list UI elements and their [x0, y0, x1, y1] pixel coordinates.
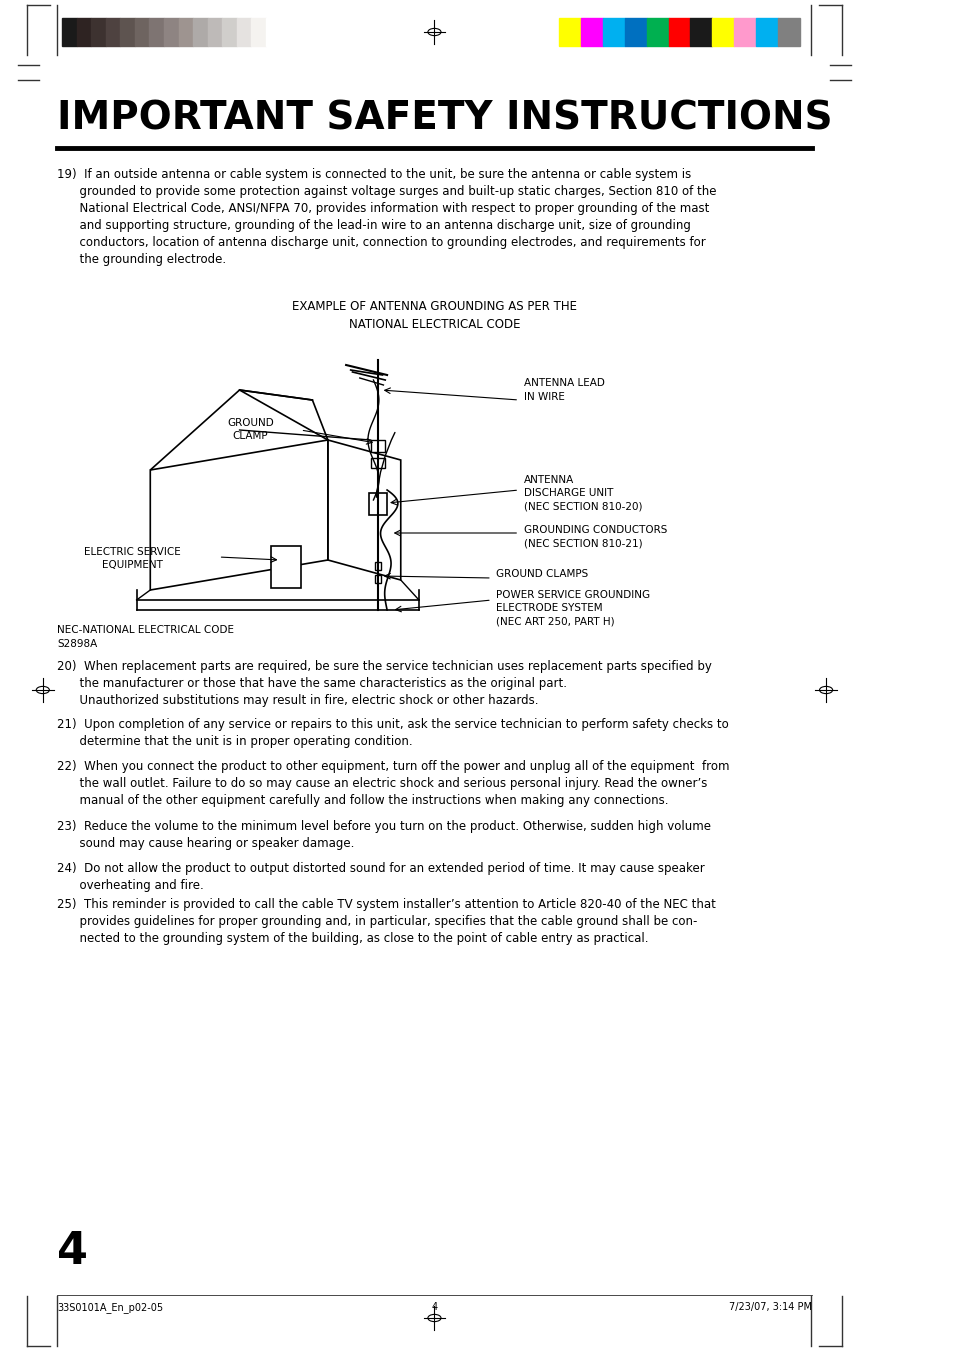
- Text: National Electrical Code, ANSI/NFPA 70, provides information with respect to pro: National Electrical Code, ANSI/NFPA 70, …: [57, 203, 709, 215]
- Bar: [755, 18, 777, 46]
- Bar: [222, 18, 236, 46]
- Bar: [602, 18, 624, 46]
- Bar: [558, 18, 580, 46]
- Text: the wall outlet. Failure to do so may cause an electric shock and serious person: the wall outlet. Failure to do so may ca…: [57, 777, 707, 790]
- Bar: [369, 493, 387, 515]
- Bar: [371, 458, 385, 467]
- Bar: [733, 18, 755, 46]
- Text: Unauthorized substitutions may result in fire, electric shock or other hazards.: Unauthorized substitutions may result in…: [57, 694, 538, 707]
- Text: POWER SERVICE GROUNDING
ELECTRODE SYSTEM
(NEC ART 250, PART H): POWER SERVICE GROUNDING ELECTRODE SYSTEM…: [496, 590, 650, 627]
- Text: 24)  Do not allow the product to output distorted sound for an extended period o: 24) Do not allow the product to output d…: [57, 862, 704, 875]
- Text: determine that the unit is in proper operating condition.: determine that the unit is in proper ope…: [57, 735, 413, 748]
- Text: 7/23/07, 3:14 PM: 7/23/07, 3:14 PM: [728, 1302, 811, 1312]
- Bar: [266, 18, 280, 46]
- Bar: [371, 440, 385, 453]
- Bar: [272, 546, 300, 588]
- Text: provides guidelines for proper grounding and, in particular, specifies that the : provides guidelines for proper grounding…: [57, 915, 697, 928]
- Text: GROUND CLAMPS: GROUND CLAMPS: [496, 569, 588, 580]
- Text: the grounding electrode.: the grounding electrode.: [57, 253, 226, 266]
- Text: 25)  This reminder is provided to call the cable TV system installer’s attention: 25) This reminder is provided to call th…: [57, 898, 716, 911]
- Text: 4: 4: [57, 1229, 89, 1273]
- Bar: [164, 18, 178, 46]
- Bar: [375, 562, 380, 570]
- Bar: [375, 576, 380, 584]
- Text: and supporting structure, grounding of the lead-in wire to an antenna discharge : and supporting structure, grounding of t…: [57, 219, 691, 232]
- Text: 4: 4: [431, 1302, 437, 1312]
- Bar: [76, 18, 91, 46]
- Bar: [91, 18, 106, 46]
- Text: ANTENNA
DISCHARGE UNIT
(NEC SECTION 810-20): ANTENNA DISCHARGE UNIT (NEC SECTION 810-…: [523, 476, 641, 512]
- Bar: [178, 18, 193, 46]
- Text: IMPORTANT SAFETY INSTRUCTIONS: IMPORTANT SAFETY INSTRUCTIONS: [57, 100, 832, 138]
- Text: conductors, location of antenna discharge unit, connection to grounding electrod: conductors, location of antenna discharg…: [57, 236, 705, 249]
- Text: GROUND
CLAMP: GROUND CLAMP: [227, 417, 274, 442]
- Text: nected to the grounding system of the building, as close to the point of cable e: nected to the grounding system of the bu…: [57, 932, 648, 944]
- Bar: [120, 18, 134, 46]
- Bar: [646, 18, 668, 46]
- Bar: [134, 18, 150, 46]
- Bar: [252, 18, 266, 46]
- Bar: [712, 18, 733, 46]
- Text: the manufacturer or those that have the same characteristics as the original par: the manufacturer or those that have the …: [57, 677, 567, 690]
- Text: EXAMPLE OF ANTENNA GROUNDING AS PER THE
NATIONAL ELECTRICAL CODE: EXAMPLE OF ANTENNA GROUNDING AS PER THE …: [292, 300, 577, 331]
- Text: overheating and fire.: overheating and fire.: [57, 880, 204, 892]
- Text: NEC-NATIONAL ELECTRICAL CODE
S2898A: NEC-NATIONAL ELECTRICAL CODE S2898A: [57, 626, 234, 648]
- Text: sound may cause hearing or speaker damage.: sound may cause hearing or speaker damag…: [57, 838, 355, 850]
- Text: ELECTRIC SERVICE
EQUIPMENT: ELECTRIC SERVICE EQUIPMENT: [84, 547, 180, 570]
- Bar: [236, 18, 252, 46]
- Bar: [193, 18, 208, 46]
- Text: grounded to provide some protection against voltage surges and built-up static c: grounded to provide some protection agai…: [57, 185, 716, 199]
- Text: ANTENNA LEAD
IN WIRE: ANTENNA LEAD IN WIRE: [523, 378, 604, 401]
- Text: 22)  When you connect the product to other equipment, turn off the power and unp: 22) When you connect the product to othe…: [57, 761, 729, 773]
- Text: 21)  Upon completion of any service or repairs to this unit, ask the service tec: 21) Upon completion of any service or re…: [57, 717, 728, 731]
- Bar: [150, 18, 164, 46]
- Bar: [624, 18, 646, 46]
- Bar: [208, 18, 222, 46]
- Bar: [580, 18, 602, 46]
- Bar: [668, 18, 690, 46]
- Text: 23)  Reduce the volume to the minimum level before you turn on the product. Othe: 23) Reduce the volume to the minimum lev…: [57, 820, 711, 834]
- Bar: [777, 18, 799, 46]
- Text: 33S0101A_En_p02-05: 33S0101A_En_p02-05: [57, 1302, 163, 1313]
- Bar: [62, 18, 76, 46]
- Bar: [106, 18, 120, 46]
- Text: GROUNDING CONDUCTORS
(NEC SECTION 810-21): GROUNDING CONDUCTORS (NEC SECTION 810-21…: [523, 526, 666, 549]
- Text: 19)  If an outside antenna or cable system is connected to the unit, be sure the: 19) If an outside antenna or cable syste…: [57, 168, 691, 181]
- Text: manual of the other equipment carefully and follow the instructions when making : manual of the other equipment carefully …: [57, 794, 668, 807]
- Bar: [690, 18, 712, 46]
- Text: 20)  When replacement parts are required, be sure the service technician uses re: 20) When replacement parts are required,…: [57, 661, 712, 673]
